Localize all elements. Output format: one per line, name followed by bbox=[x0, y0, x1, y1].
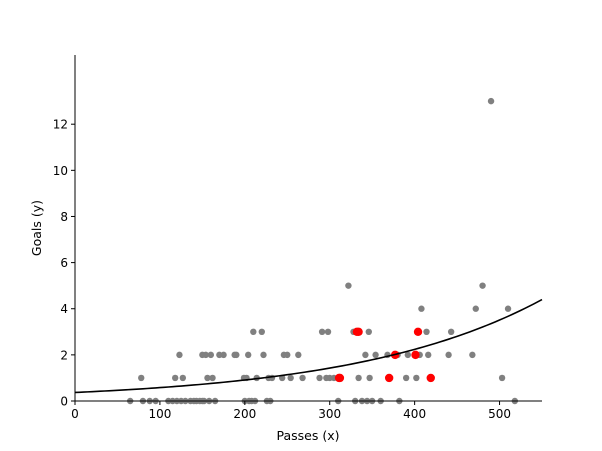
y-axis-label: Goals (y) bbox=[29, 200, 44, 256]
data-point bbox=[207, 351, 215, 359]
data-point bbox=[413, 374, 420, 382]
data-point bbox=[345, 282, 352, 289]
data-point bbox=[171, 374, 179, 382]
data-point bbox=[472, 305, 479, 312]
x-tick-label: 400 bbox=[403, 407, 426, 421]
data-point bbox=[425, 351, 432, 359]
data-point bbox=[469, 351, 476, 359]
data-point bbox=[404, 351, 412, 359]
data-point bbox=[504, 305, 512, 312]
data-point bbox=[355, 374, 362, 382]
highlighted-data-point bbox=[384, 373, 394, 383]
data-point bbox=[318, 328, 326, 335]
data-point bbox=[487, 97, 495, 105]
highlighted-data-point bbox=[411, 350, 420, 360]
data-point bbox=[250, 328, 257, 335]
data-point bbox=[316, 374, 323, 382]
data-point bbox=[202, 351, 209, 359]
highlighted-data-point bbox=[413, 327, 423, 336]
data-point bbox=[287, 374, 294, 382]
data-point bbox=[402, 374, 410, 382]
y-ticks: 0 2 4 6 8 10 12 bbox=[53, 118, 75, 409]
x-ticks: 0 100 200 300 400 500 bbox=[71, 401, 511, 421]
axes bbox=[74, 55, 542, 402]
data-point bbox=[447, 328, 455, 335]
data-point bbox=[233, 351, 240, 359]
plot-area bbox=[74, 97, 543, 405]
data-point bbox=[245, 351, 252, 359]
x-axis-label: Passes (x) bbox=[277, 428, 340, 443]
data-point bbox=[260, 351, 267, 359]
x-tick-label: 0 bbox=[71, 407, 79, 421]
highlighted-data-point bbox=[354, 327, 363, 336]
x-tick-label: 300 bbox=[318, 407, 341, 421]
x-tick-label: 200 bbox=[233, 407, 256, 421]
y-tick-label: 12 bbox=[53, 118, 68, 132]
y-tick-label: 8 bbox=[60, 210, 68, 224]
data-point bbox=[324, 328, 332, 335]
data-point bbox=[423, 328, 430, 335]
data-point bbox=[209, 374, 216, 382]
data-point bbox=[479, 282, 486, 289]
x-tick-label: 100 bbox=[148, 407, 171, 421]
trend-curve bbox=[74, 298, 543, 394]
highlighted-data-point bbox=[426, 373, 435, 383]
data-point bbox=[295, 351, 302, 359]
y-tick-label: 10 bbox=[53, 164, 68, 178]
y-tick-label: 0 bbox=[60, 395, 68, 409]
data-point bbox=[258, 328, 265, 335]
y-tick-label: 2 bbox=[60, 348, 68, 362]
data-point bbox=[418, 305, 425, 312]
data-point bbox=[445, 351, 452, 359]
y-tick-label: 6 bbox=[60, 256, 68, 270]
data-point bbox=[176, 351, 183, 359]
data-point bbox=[204, 374, 211, 382]
data-point bbox=[498, 374, 506, 382]
data-point bbox=[138, 374, 145, 382]
data-point bbox=[365, 328, 372, 335]
x-tick-label: 500 bbox=[488, 407, 511, 421]
data-point bbox=[372, 351, 379, 359]
data-point bbox=[366, 374, 373, 382]
data-point bbox=[299, 374, 306, 382]
data-point bbox=[220, 351, 227, 359]
highlighted-data-point bbox=[335, 373, 345, 383]
data-point bbox=[362, 351, 369, 359]
y-tick-label: 4 bbox=[60, 302, 68, 316]
data-point bbox=[284, 351, 291, 359]
data-point bbox=[179, 374, 187, 382]
